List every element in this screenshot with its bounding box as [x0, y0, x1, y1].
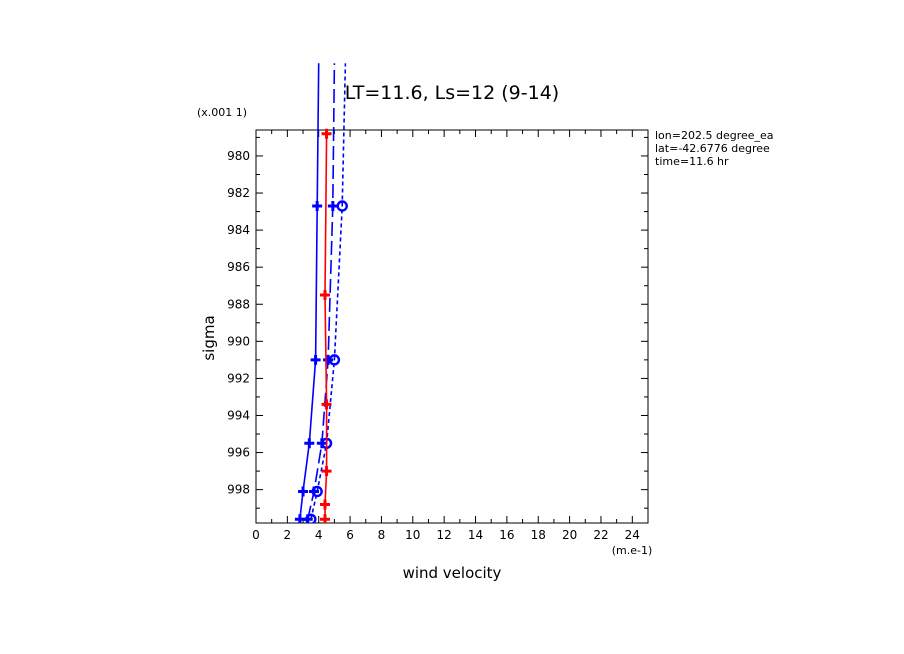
y-tick-label: 994	[227, 408, 250, 422]
series-2-line	[306, 63, 336, 520]
data-point	[327, 201, 338, 212]
data-point	[321, 399, 332, 410]
y-tick-label: 998	[227, 483, 250, 497]
y-unit-label: (x.001 1)	[197, 106, 247, 119]
data-point	[311, 485, 323, 498]
x-tick-label: 24	[625, 528, 640, 542]
x-tick-label: 22	[593, 528, 608, 542]
series-group	[294, 63, 348, 523]
x-tick-label: 2	[284, 528, 292, 542]
data-point	[305, 513, 317, 523]
y-tick-label: 986	[227, 260, 250, 274]
x-axis-label: wind velocity	[403, 564, 502, 582]
series-4-line	[324, 133, 328, 520]
axis-ticks: 0 2 4 6 8 10 12 14 16 18 20 22 249809829849869889909…	[227, 130, 648, 542]
y-axis-label: sigma	[200, 315, 218, 360]
annotation-lat: lat=-42.6776 degree	[655, 142, 770, 155]
x-tick-label: 16	[499, 528, 514, 542]
y-tick-label: 996	[227, 446, 250, 460]
data-point	[298, 486, 309, 497]
x-tick-label: 8	[378, 528, 386, 542]
y-tick-label: 988	[227, 297, 250, 311]
annotation-lon: lon=202.5 degree_ea	[655, 129, 774, 142]
x-tick-label: 10	[405, 528, 420, 542]
x-tick-label: 12	[437, 528, 452, 542]
x-tick-label: 0	[252, 528, 260, 542]
data-point	[310, 354, 321, 365]
annotation-time: time=11.6 hr	[655, 155, 729, 168]
data-point	[323, 354, 334, 365]
y-tick-label: 982	[227, 186, 250, 200]
plot-frame	[255, 129, 649, 524]
data-point	[321, 466, 332, 477]
data-point	[319, 514, 330, 523]
x-tick-label: 6	[346, 528, 354, 542]
data-point	[319, 499, 330, 510]
x-tick-label: 20	[562, 528, 577, 542]
data-point	[336, 200, 348, 212]
y-tick-label: 992	[227, 371, 250, 385]
chart-title: LT=11.6, Ls=12 (9-14)	[345, 82, 559, 104]
data-point	[328, 354, 341, 366]
data-point	[312, 201, 323, 212]
x-tick-label: 14	[468, 528, 483, 542]
y-tick-label: 990	[227, 334, 250, 348]
x-tick-label: 4	[315, 528, 323, 542]
data-point	[321, 128, 332, 139]
x-tick-label: 18	[531, 528, 546, 542]
data-point	[304, 438, 315, 449]
x-unit-label: (m.e-1)	[612, 544, 653, 557]
y-tick-label: 984	[227, 223, 250, 237]
data-point	[319, 289, 330, 300]
y-tick-label: 980	[227, 149, 250, 163]
